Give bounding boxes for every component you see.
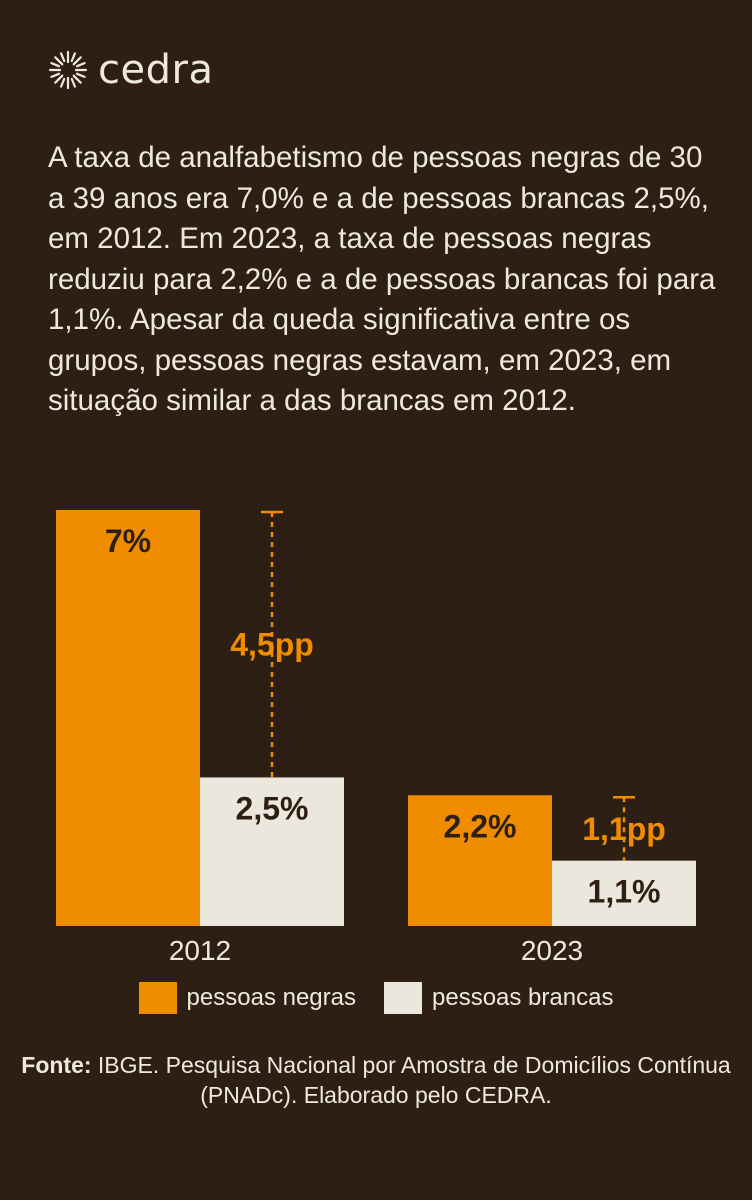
legend-swatch-brancas	[384, 982, 422, 1014]
brand-logo: cedra	[48, 44, 213, 96]
chart-legend: pessoas negras pessoas brancas	[0, 982, 752, 1014]
x-tick-label-2023: 2023	[521, 935, 583, 966]
bar-value-label-negras-2012: 7%	[105, 523, 151, 559]
bar-brancas-2023	[552, 860, 696, 926]
bar-negras-2012	[56, 510, 200, 926]
legend-swatch-negras	[138, 982, 177, 1014]
legend-label-negras: pessoas negras	[186, 984, 356, 1011]
x-tick-label-2012: 2012	[169, 935, 231, 966]
legend-item-negras: pessoas negras	[138, 982, 356, 1014]
difference-label-2023: 1,1pp	[582, 811, 666, 847]
sun-icon	[48, 50, 88, 90]
source-note: Fonte: IBGE. Pesquisa Nacional por Amost…	[0, 1050, 752, 1110]
bar-chart: 7% 2,5% 4,5pp 2012 2,2% 1,1% 1,1pp 2023	[56, 510, 696, 966]
bar-value-label-brancas-2023: 1,1%	[588, 874, 661, 910]
bar-brancas-2012	[200, 777, 344, 926]
bar-value-label-brancas-2012: 2,5%	[236, 790, 309, 826]
bar-value-label-negras-2023: 2,2%	[444, 808, 517, 844]
source-text: IBGE. Pesquisa Nacional por Amostra de D…	[91, 1052, 731, 1108]
brand-name: cedra	[98, 47, 214, 93]
intro-paragraph: A taxa de analfabetismo de pessoas negra…	[48, 141, 716, 417]
bar-negras-2023	[408, 795, 552, 926]
source-label: Fonte:	[21, 1052, 92, 1078]
legend-item-brancas: pessoas brancas	[384, 982, 613, 1014]
legend-label-brancas: pessoas brancas	[432, 984, 614, 1011]
difference-label-2012: 4,5pp	[230, 627, 314, 663]
